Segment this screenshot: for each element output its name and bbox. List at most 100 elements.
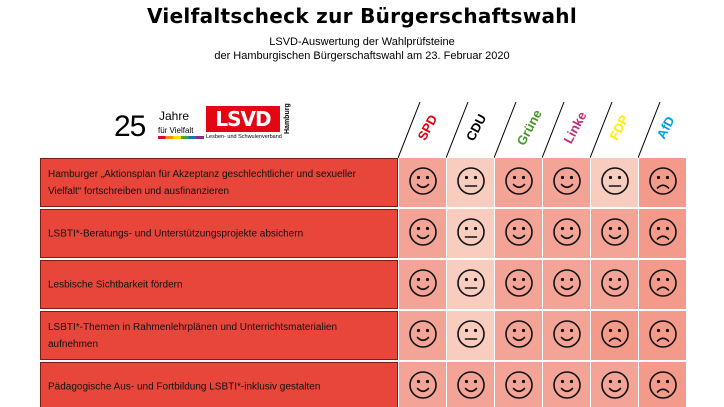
happy-face-icon-svg xyxy=(456,370,485,399)
question-cell: LSBTI*-Themen in Rahmenlehrplänen und Un… xyxy=(40,311,398,360)
happy-face-icon-svg xyxy=(504,319,533,348)
table-row: Lesbische Sichtbarkeit fördern xyxy=(40,260,688,310)
happy-face-icon-svg xyxy=(504,370,533,399)
sad-face-icon xyxy=(648,319,678,353)
table-row: LSBTI*-Themen in Rahmenlehrplänen und Un… xyxy=(40,311,688,361)
question-cell: Hamburger „Aktionsplan für Akzeptanz ges… xyxy=(40,158,398,207)
happy-face-icon-svg xyxy=(408,166,437,195)
party-header-2: Grüne xyxy=(494,100,545,158)
neutral-face-icon xyxy=(456,319,486,353)
rating-cell-spd xyxy=(398,362,446,407)
happy-face-icon-svg xyxy=(408,268,437,297)
happy-face-icon xyxy=(504,370,534,404)
neutral-face-icon xyxy=(600,166,630,200)
question-text: Pädagogische Aus- und Fortbildung LSBTI*… xyxy=(48,381,321,392)
rating-cell-afd xyxy=(638,209,686,258)
rating-cell-grüne xyxy=(494,260,542,309)
rating-cell-spd xyxy=(398,260,446,309)
neutral-face-icon xyxy=(456,166,486,200)
neutral-face-icon-svg xyxy=(600,166,629,195)
logo-region: Hamburg xyxy=(284,103,291,134)
header-divider-line xyxy=(446,101,469,158)
ratings-table: Hamburger „Aktionsplan für Akzeptanz ges… xyxy=(40,158,688,407)
happy-face-icon xyxy=(600,370,630,404)
sad-face-icon xyxy=(648,217,678,251)
sad-face-icon-svg xyxy=(648,370,677,399)
rating-cell-cdu xyxy=(446,362,494,407)
party-header-4: FDP xyxy=(590,100,638,158)
sad-face-icon xyxy=(648,268,678,302)
happy-face-icon xyxy=(504,268,534,302)
question-text: Hamburger „Aktionsplan für Akzeptanz ges… xyxy=(48,168,356,197)
lsvd-subline: Lesben- und Schwulenverband xyxy=(206,134,282,140)
happy-face-icon xyxy=(408,217,438,251)
rating-cell-spd xyxy=(398,311,446,360)
happy-face-icon xyxy=(408,319,438,353)
happy-face-icon-svg xyxy=(504,217,533,246)
rating-cell-grüne xyxy=(494,209,542,258)
sad-face-icon-svg xyxy=(648,166,677,195)
happy-face-icon-svg xyxy=(600,217,629,246)
subtitle-line-2: der Hamburgischen Bürgerschaftswahl am 2… xyxy=(214,50,510,62)
subtitle-line-1: LSVD-Auswertung der Wahlprüfsteine xyxy=(269,36,455,48)
happy-face-icon xyxy=(456,370,486,404)
happy-face-icon xyxy=(504,166,534,200)
happy-face-icon xyxy=(600,268,630,302)
table-row: Pädagogische Aus- und Fortbildung LSBTI*… xyxy=(40,362,688,407)
rainbow-stripe xyxy=(158,136,204,139)
happy-face-icon-svg xyxy=(408,370,437,399)
rating-cell-fdp xyxy=(590,158,638,207)
question-text: LSBTI*-Beratungs- und Unterstützungsproj… xyxy=(48,228,304,239)
rating-cell-cdu xyxy=(446,158,494,207)
happy-face-icon-svg xyxy=(552,370,581,399)
question-text: LSBTI*-Themen in Rahmenlehrplänen und Un… xyxy=(48,321,338,350)
rating-cell-spd xyxy=(398,158,446,207)
header-divider-line xyxy=(494,101,517,158)
happy-face-icon xyxy=(552,217,582,251)
sad-face-icon-svg xyxy=(600,319,629,348)
sad-face-icon xyxy=(600,319,630,353)
happy-face-icon xyxy=(408,370,438,404)
sad-face-icon-svg xyxy=(648,319,677,348)
neutral-face-icon xyxy=(456,268,486,302)
rating-cell-linke xyxy=(542,158,590,207)
happy-face-icon xyxy=(600,217,630,251)
happy-face-icon-svg xyxy=(552,166,581,195)
sad-face-icon xyxy=(648,370,678,404)
rating-cell-afd xyxy=(638,362,686,407)
sad-face-icon-svg xyxy=(648,217,677,246)
happy-face-icon-svg xyxy=(600,370,629,399)
happy-face-icon-svg xyxy=(504,166,533,195)
party-header-0: SPD xyxy=(398,100,446,158)
happy-face-icon xyxy=(552,268,582,302)
party-header-1: CDU xyxy=(446,100,494,158)
logo-vielfalt: für Vielfalt xyxy=(158,126,194,135)
question-cell: Pädagogische Aus- und Fortbildung LSBTI*… xyxy=(40,362,398,407)
party-header-3: Linke xyxy=(542,100,590,158)
rating-cell-fdp xyxy=(590,311,638,360)
neutral-face-icon-svg xyxy=(456,268,485,297)
rating-cell-afd xyxy=(638,311,686,360)
rating-cell-linke xyxy=(542,209,590,258)
party-header-5: AfD xyxy=(638,100,686,158)
question-cell: LSBTI*-Beratungs- und Unterstützungsproj… xyxy=(40,209,398,258)
neutral-face-icon-svg xyxy=(456,319,485,348)
rating-cell-spd xyxy=(398,209,446,258)
happy-face-icon-svg xyxy=(552,268,581,297)
happy-face-icon-svg xyxy=(600,268,629,297)
neutral-face-icon-svg xyxy=(456,217,485,246)
happy-face-icon-svg xyxy=(504,268,533,297)
header-divider-line xyxy=(590,101,613,158)
rating-cell-linke xyxy=(542,362,590,407)
happy-face-icon-svg xyxy=(408,319,437,348)
rating-cell-fdp xyxy=(590,260,638,309)
header-divider-line xyxy=(542,101,565,158)
rating-cell-cdu xyxy=(446,311,494,360)
lsvd-wordmark: LSVD xyxy=(206,106,280,132)
table-row: LSBTI*-Beratungs- und Unterstützungsproj… xyxy=(40,209,688,259)
rating-cell-fdp xyxy=(590,362,638,407)
rating-cell-grüne xyxy=(494,311,542,360)
rating-cell-grüne xyxy=(494,362,542,407)
page-title: Vielfaltscheck zur Bürgerschaftswahl xyxy=(146,4,578,28)
rating-cell-grüne xyxy=(494,158,542,207)
